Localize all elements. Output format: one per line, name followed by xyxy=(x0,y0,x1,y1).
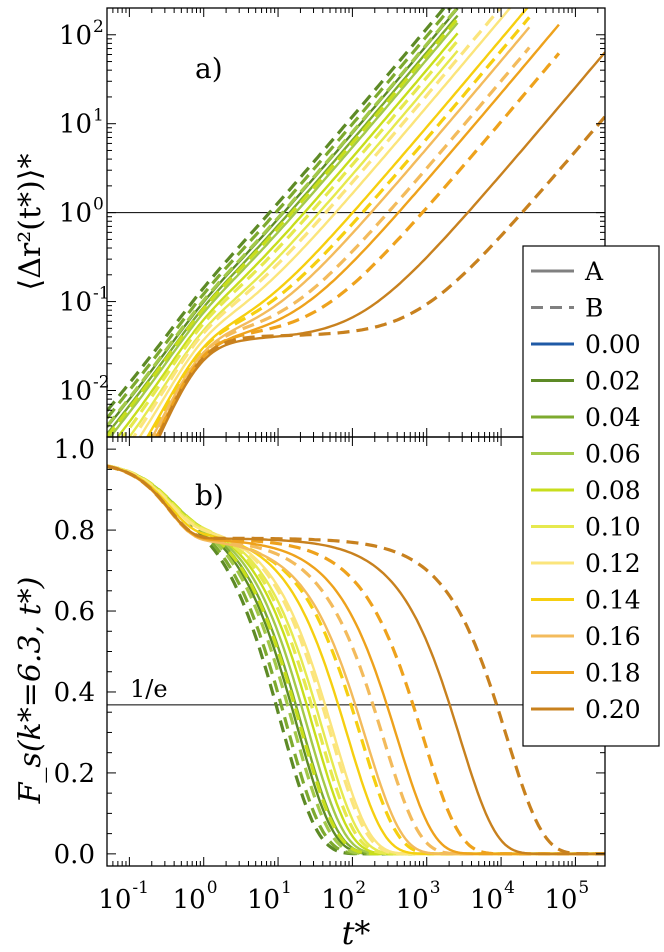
x-tick-exponent: 2 xyxy=(355,878,366,898)
x-axis-label: t* xyxy=(342,914,371,952)
legend-label: 0.08 xyxy=(585,476,641,505)
y-tick-label: 10 xyxy=(59,110,92,140)
msd-line-0.06-B xyxy=(107,8,459,428)
panel-b: 1/e 0.00.20.40.60.81.010 -1 10 0 10 1 10 2 10 3 10… xyxy=(13,435,606,952)
x-tick-label: 10 xyxy=(98,885,131,915)
legend-label: 0.14 xyxy=(585,586,641,615)
y-tick-label: 0.2 xyxy=(54,759,95,789)
y-tick-exponent: -2 xyxy=(93,372,110,392)
x-tick-label: 10 xyxy=(321,885,354,915)
x-tick-label: 10 xyxy=(544,885,577,915)
fs-line-0.20-A xyxy=(107,465,605,856)
legend-label: A xyxy=(584,257,604,286)
y-tick-exponent: 2 xyxy=(93,17,104,37)
panel-a-ylabel: ⟨Δr²(t*)⟩* xyxy=(13,154,48,291)
legend-label: 0.02 xyxy=(585,367,641,396)
panel-a-label: a) xyxy=(195,52,223,85)
y-tick-label: 10 xyxy=(59,288,92,318)
msd-line-0.04-B xyxy=(107,8,453,420)
legend-box xyxy=(522,245,660,747)
y-tick-label: 0.4 xyxy=(54,678,95,708)
x-tick-exponent: 0 xyxy=(207,878,218,898)
panel-b-ticks: 0.00.20.40.60.81.010 -1 10 0 10 1 10 2 10 3 10 4 10 5 xyxy=(54,435,605,915)
msd-line-0.12-B xyxy=(131,8,503,437)
y-tick-label: 10 xyxy=(59,21,92,51)
legend: AB 0.00 0.02 0.04 0.06 0.08 0.10 0.12 0.14 0.16 0.… xyxy=(522,245,660,747)
msd-line-0.16-B xyxy=(152,46,531,437)
fs-line-0.20-B xyxy=(107,464,605,856)
x-tick-label: 10 xyxy=(173,885,206,915)
y-tick-label: 10 xyxy=(59,376,92,406)
y-tick-exponent: -1 xyxy=(93,284,110,304)
msd-line-0.08-B xyxy=(107,17,459,437)
one-over-e-label: 1/e xyxy=(130,675,168,703)
y-tick-label: 10 xyxy=(59,199,92,229)
msd-curves xyxy=(107,8,605,437)
msd-line-0.14-B xyxy=(147,16,531,437)
y-tick-label: 0.0 xyxy=(54,840,95,870)
x-tick-label: 10 xyxy=(396,885,429,915)
legend-label: 0.12 xyxy=(585,549,641,578)
msd-line-0.16-A xyxy=(151,26,531,437)
msd-line-0.02-B xyxy=(107,8,447,412)
msd-line-0.18-A xyxy=(155,23,560,437)
msd-line-0.20-B xyxy=(156,115,605,437)
legend-label: 0.18 xyxy=(585,659,641,688)
x-tick-exponent: 1 xyxy=(281,878,292,898)
msd-line-0.08-A xyxy=(116,32,459,437)
fs-curves xyxy=(107,464,605,856)
msd-line-0.12-A xyxy=(138,8,512,437)
msd-line-0.10-B xyxy=(120,39,459,437)
x-tick-exponent: -1 xyxy=(132,878,149,898)
panel-b-label: b) xyxy=(195,479,224,512)
legend-label: 0.06 xyxy=(585,440,641,469)
y-tick-exponent: 1 xyxy=(93,106,104,126)
legend-label: 0.04 xyxy=(585,403,641,432)
y-tick-label: 1.0 xyxy=(54,435,95,465)
legend-label: 0.00 xyxy=(585,330,641,359)
legend-label: 0.10 xyxy=(585,513,641,542)
legend-label: 0.16 xyxy=(585,622,641,651)
fs-line-0.10-B xyxy=(107,464,605,856)
legend-label: 0.20 xyxy=(585,695,641,724)
panel-b-ylabel: F_s(k*=6.3, t*) xyxy=(13,577,48,805)
x-tick-exponent: 3 xyxy=(430,878,441,898)
msd-line-0.14-A xyxy=(145,8,529,437)
x-tick-label: 10 xyxy=(470,885,503,915)
y-tick-exponent: 0 xyxy=(93,195,104,215)
legend-label: B xyxy=(585,294,603,323)
y-tick-label: 0.8 xyxy=(54,516,95,546)
y-tick-label: 0.6 xyxy=(54,597,95,627)
x-tick-label: 10 xyxy=(247,885,280,915)
msd-line-0.10-A xyxy=(127,50,459,437)
msd-line-0.18-B xyxy=(155,52,561,437)
msd-line-0.06-A xyxy=(108,22,459,437)
x-tick-exponent: 5 xyxy=(578,878,589,898)
x-tick-exponent: 4 xyxy=(504,878,515,898)
